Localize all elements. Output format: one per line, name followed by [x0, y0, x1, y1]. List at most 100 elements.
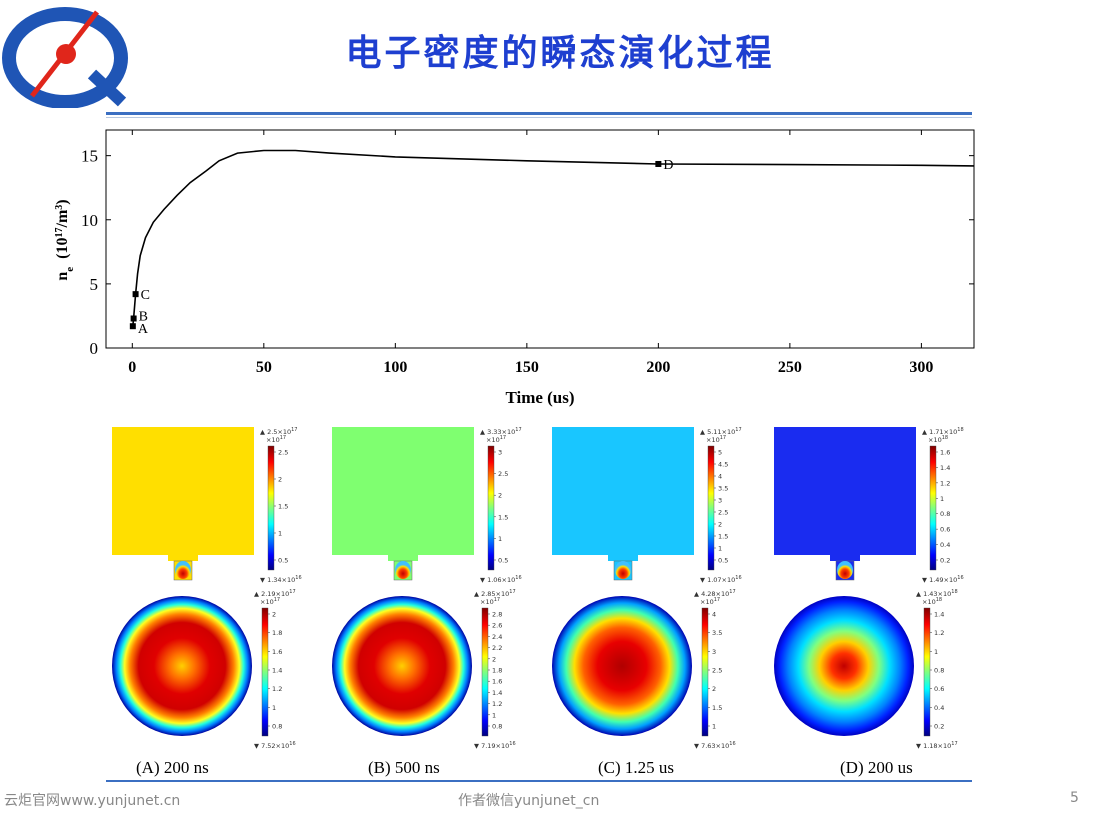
bottom-tick-label: 0.6 — [934, 685, 944, 693]
bottom-max-label: ▲ 2.19×1017 — [254, 589, 296, 598]
top-colorbar — [707, 445, 715, 571]
bottom-tick-label: 0.2 — [934, 723, 944, 731]
top-colorbar — [267, 445, 275, 571]
cross-section-disc — [552, 596, 692, 736]
top-unit-label: ×1017 — [266, 435, 286, 444]
chamber-body — [112, 427, 254, 555]
chamber-neck — [830, 555, 860, 561]
chamber-map — [332, 427, 474, 581]
caption-d: (D) 200 us — [840, 758, 913, 777]
marker-label: C — [141, 288, 150, 303]
top-max-label: ▲ 2.5×1017 — [260, 427, 298, 436]
top-min-label: ▼ 1.49×1016 — [922, 575, 964, 584]
top-colorbar — [487, 445, 495, 571]
marker-a — [129, 323, 136, 330]
bottom-tick-label: 2.2 — [492, 644, 502, 652]
x-tick-label: 300 — [909, 359, 933, 376]
bottom-tick-label: 3 — [712, 648, 716, 656]
bottom-tick-label: 0.4 — [934, 704, 944, 712]
bottom-tick-label: 2.8 — [492, 611, 502, 619]
top-tick-label: 1.2 — [940, 479, 950, 487]
bottom-colorbar — [923, 607, 931, 737]
bottom-tick-label: 1.2 — [272, 685, 282, 693]
slide-title: 电子密度的瞬态演化过程 — [345, 33, 775, 74]
chamber-neck — [608, 555, 638, 561]
nozzle-hotspot — [615, 561, 631, 579]
bottom-tick-label: 3.5 — [712, 629, 722, 637]
top-tick-label: 1.5 — [278, 503, 288, 511]
bottom-tick-label: 2 — [712, 685, 716, 693]
bottom-tick-label: 1.2 — [492, 700, 502, 708]
caption-c: (C) 1.25 us — [598, 758, 675, 777]
chamber-map — [552, 427, 694, 581]
bottom-tick-label: 2.4 — [492, 633, 502, 641]
bottom-tick-label: 2.5 — [712, 667, 722, 675]
top-tick-label: 1 — [278, 530, 282, 538]
electron-density-chart: 0 50 100 150 200 250 300 0 5 10 15 ABC D Time (us)… — [54, 129, 975, 407]
bottom-colorbar — [701, 607, 709, 737]
top-tick-label: 0.5 — [498, 557, 508, 565]
top-unit-label: ×1018 — [928, 435, 948, 444]
top-tick-label: 0.8 — [940, 510, 950, 518]
top-unit-label: ×1017 — [486, 435, 506, 444]
bottom-max-label: ▲ 4.28×1017 — [694, 589, 736, 598]
footer-divider — [106, 780, 972, 782]
top-tick-label: 3 — [498, 449, 502, 457]
bottom-tick-label: 1.8 — [492, 667, 502, 675]
bottom-tick-label: 1.6 — [272, 648, 282, 656]
top-tick-label: 2.5 — [718, 509, 728, 517]
top-tick-label: 2 — [278, 476, 282, 484]
top-tick-label: 3.5 — [718, 485, 728, 493]
top-tick-label: 4 — [718, 473, 722, 481]
x-tick-label: 50 — [256, 359, 272, 376]
nozzle-hotspot — [837, 561, 853, 579]
bottom-colorbar — [261, 607, 269, 737]
bottom-tick-label: 1 — [492, 711, 496, 719]
top-tick-label: 3 — [718, 497, 722, 505]
series-line — [132, 149, 975, 327]
density-map-c: ▲ 5.11×1017×1017▼ 1.07×101654.543.532.52… — [552, 427, 742, 750]
top-unit-label: ×1017 — [706, 435, 726, 444]
chamber-body — [774, 427, 916, 555]
y-tick-label: 5 — [90, 275, 99, 294]
title-divider — [106, 112, 972, 115]
chamber-map — [112, 427, 254, 581]
bottom-min-label: ▼ 7.63×1016 — [694, 741, 736, 750]
marker-d — [655, 160, 662, 167]
x-axis-label: Time (us) — [505, 388, 574, 407]
density-map-b: ▲ 3.33×1017×1017▼ 1.06×101632.521.510.5▲… — [332, 427, 522, 750]
top-tick-label: 1.4 — [940, 464, 950, 472]
marker-label: D — [663, 158, 673, 173]
page-number: 5 — [1070, 790, 1079, 806]
marker-c — [132, 291, 139, 298]
top-tick-label: 1 — [718, 545, 722, 553]
bottom-tick-label: 1 — [272, 704, 276, 712]
top-tick-label: 1.5 — [718, 533, 728, 541]
bottom-tick-label: 2 — [272, 611, 276, 619]
bottom-tick-label: 2 — [492, 655, 496, 663]
y-tick-labels: 0 5 10 15 — [81, 147, 98, 358]
density-map-d: ▲ 1.71×1018×1018▼ 1.49×10161.61.41.210.8… — [774, 427, 964, 750]
top-tick-label: 1 — [940, 495, 944, 503]
footer-website: 云炬官网www.yunjunet.cn — [4, 793, 181, 809]
top-tick-label: 2.5 — [498, 470, 508, 478]
x-tick-label: 0 — [128, 359, 136, 376]
top-tick-label: 4.5 — [718, 461, 728, 469]
x-tick-labels: 0 50 100 150 200 250 300 — [128, 359, 933, 376]
bottom-tick-label: 0.8 — [934, 667, 944, 675]
cross-section-disc — [332, 596, 472, 736]
y-tick-label: 0 — [90, 339, 99, 358]
top-colorbar — [929, 445, 937, 571]
marker-label: B — [139, 310, 148, 325]
bottom-unit-label: ×1017 — [480, 597, 500, 606]
institute-logo — [2, 7, 128, 108]
top-tick-label: 0.5 — [278, 557, 288, 565]
top-min-label: ▼ 1.06×1016 — [480, 575, 522, 584]
top-max-label: ▲ 3.33×1017 — [480, 427, 522, 436]
marker-label: A — [138, 322, 149, 337]
top-tick-label: 5 — [718, 449, 722, 457]
chamber-neck — [388, 555, 418, 561]
footer-wechat: 作者微信yunjunet_cn — [458, 793, 600, 809]
x-tick-label: 150 — [515, 359, 539, 376]
